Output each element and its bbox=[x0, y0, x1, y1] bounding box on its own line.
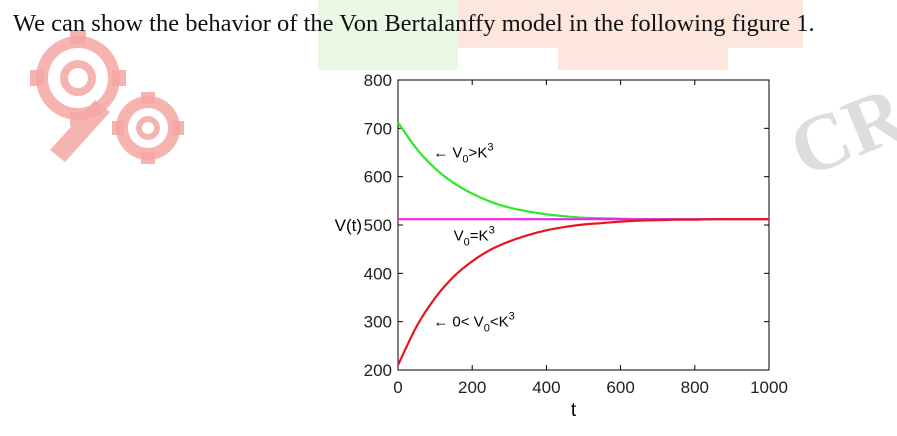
y-tick-label-6: 800 bbox=[364, 71, 392, 90]
x-tick-label-3: 600 bbox=[606, 378, 634, 397]
green-curve-v0-above-k3 bbox=[397, 121, 769, 221]
y-tick-label-0: 200 bbox=[364, 361, 392, 380]
red-curve-v0-below-k3 bbox=[397, 218, 769, 366]
annotation-2: ← 0< V0<K3 bbox=[433, 311, 514, 335]
x-tick-label-4: 800 bbox=[681, 378, 709, 397]
x-axis-label: t bbox=[571, 400, 577, 421]
curves bbox=[397, 121, 769, 366]
annotation-0: ← V0>K3 bbox=[433, 141, 493, 165]
y-tick-label-4: 600 bbox=[364, 168, 392, 187]
y-tick-label-3: 500 bbox=[364, 216, 392, 235]
y-tick-labels: 200 300 400 500 600 700 800 bbox=[364, 71, 392, 380]
x-tick-label-1: 200 bbox=[458, 378, 486, 397]
x-tick-label-0: 0 bbox=[393, 378, 402, 397]
intro-sentence: We can show the behavior of the Von Bert… bbox=[13, 10, 815, 37]
annotation-1: V0=K3 bbox=[454, 224, 495, 248]
y-tick-label-5: 700 bbox=[364, 119, 392, 138]
y-axis-label: V(t) bbox=[335, 216, 362, 235]
tick-marks bbox=[397, 79, 770, 371]
x-tick-label-5: 1000 bbox=[750, 378, 788, 397]
y-tick-label-1: 300 bbox=[364, 313, 392, 332]
curve-annotations: ← V0>K3 V0=K3 ← 0< V0<K3 bbox=[433, 141, 514, 334]
x-tick-label-2: 400 bbox=[532, 378, 560, 397]
y-tick-label-2: 400 bbox=[364, 264, 392, 283]
x-tick-labels: 0 200 400 600 800 1000 bbox=[393, 378, 788, 397]
